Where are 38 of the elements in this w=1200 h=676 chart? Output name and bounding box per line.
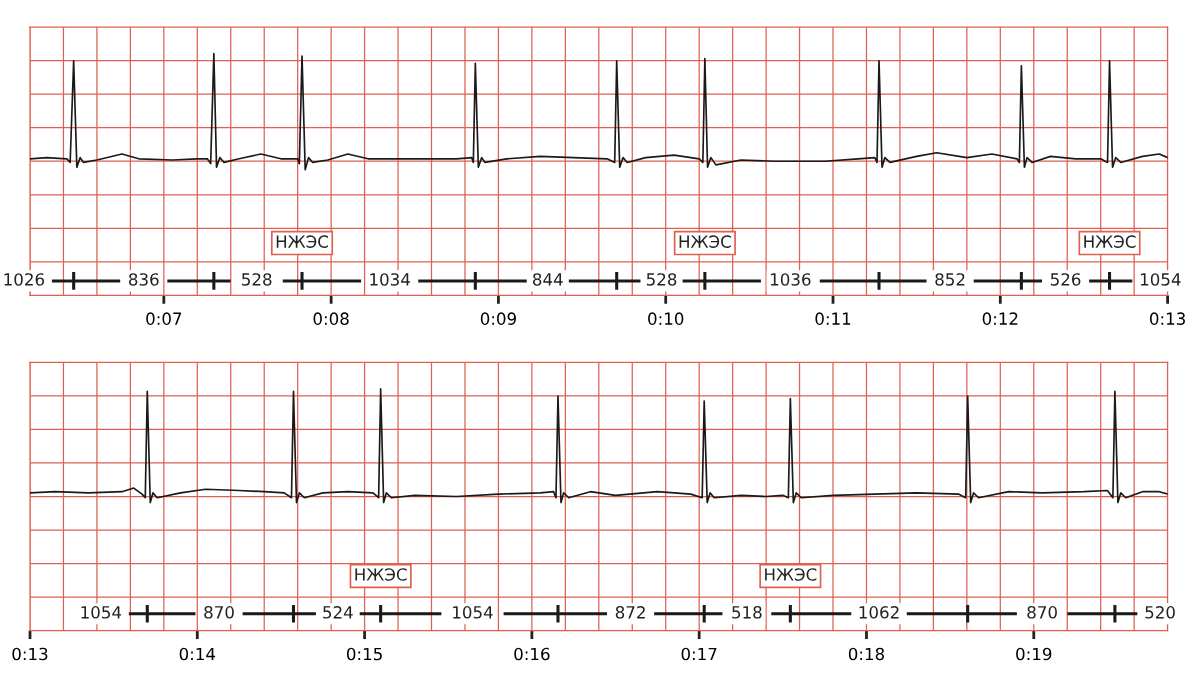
x-tick-label: 0:11 xyxy=(815,312,851,325)
annotation: 520 xyxy=(1145,606,1175,619)
x-tick-label: 0:10 xyxy=(648,312,684,325)
annotation: НЖЭС xyxy=(765,568,817,581)
annotation: 1062 xyxy=(859,606,899,619)
annotation: 844 xyxy=(533,273,563,286)
annotation: НЖЭС xyxy=(276,235,328,248)
x-tick-label: 0:12 xyxy=(982,312,1018,325)
annotation: 1054 xyxy=(81,606,122,619)
x-tick-label: 0:17 xyxy=(681,647,717,661)
x-tick-label: 0:13 xyxy=(1149,312,1185,325)
annotation: 852 xyxy=(935,273,965,286)
annotation: 1034 xyxy=(370,273,410,286)
x-tick-label: 0:13 xyxy=(12,647,48,661)
annotation: НЖЭС xyxy=(355,568,407,581)
annotation: 836 xyxy=(128,273,159,286)
x-tick-label: 0:07 xyxy=(146,312,182,325)
x-tick-label: 0:09 xyxy=(480,312,516,325)
annotation: НЖЭС xyxy=(1084,235,1136,248)
annotation: 872 xyxy=(615,606,645,619)
annotation: 524 xyxy=(323,606,353,619)
x-tick-label: 0:19 xyxy=(1016,647,1052,661)
annotation: НЖЭС xyxy=(679,235,731,248)
x-tick-label: 0:14 xyxy=(179,647,216,661)
annotation: 1036 xyxy=(770,273,811,286)
annotation: 528 xyxy=(646,273,677,286)
annotation: 528 xyxy=(242,273,272,286)
x-tick-label: 0:15 xyxy=(346,647,382,661)
annotation: 526 xyxy=(1050,273,1081,286)
annotation: 870 xyxy=(1027,606,1057,619)
x-tick-label: 0:16 xyxy=(514,647,550,661)
annotation: 870 xyxy=(204,606,234,619)
x-tick-label: 0:08 xyxy=(313,312,349,325)
annotation: 1026 xyxy=(4,273,45,286)
annotation: 1054 xyxy=(453,606,493,619)
x-tick-label: 0:18 xyxy=(848,647,885,661)
annotation: 1054 xyxy=(1140,273,1181,286)
annotation: 518 xyxy=(732,606,762,619)
